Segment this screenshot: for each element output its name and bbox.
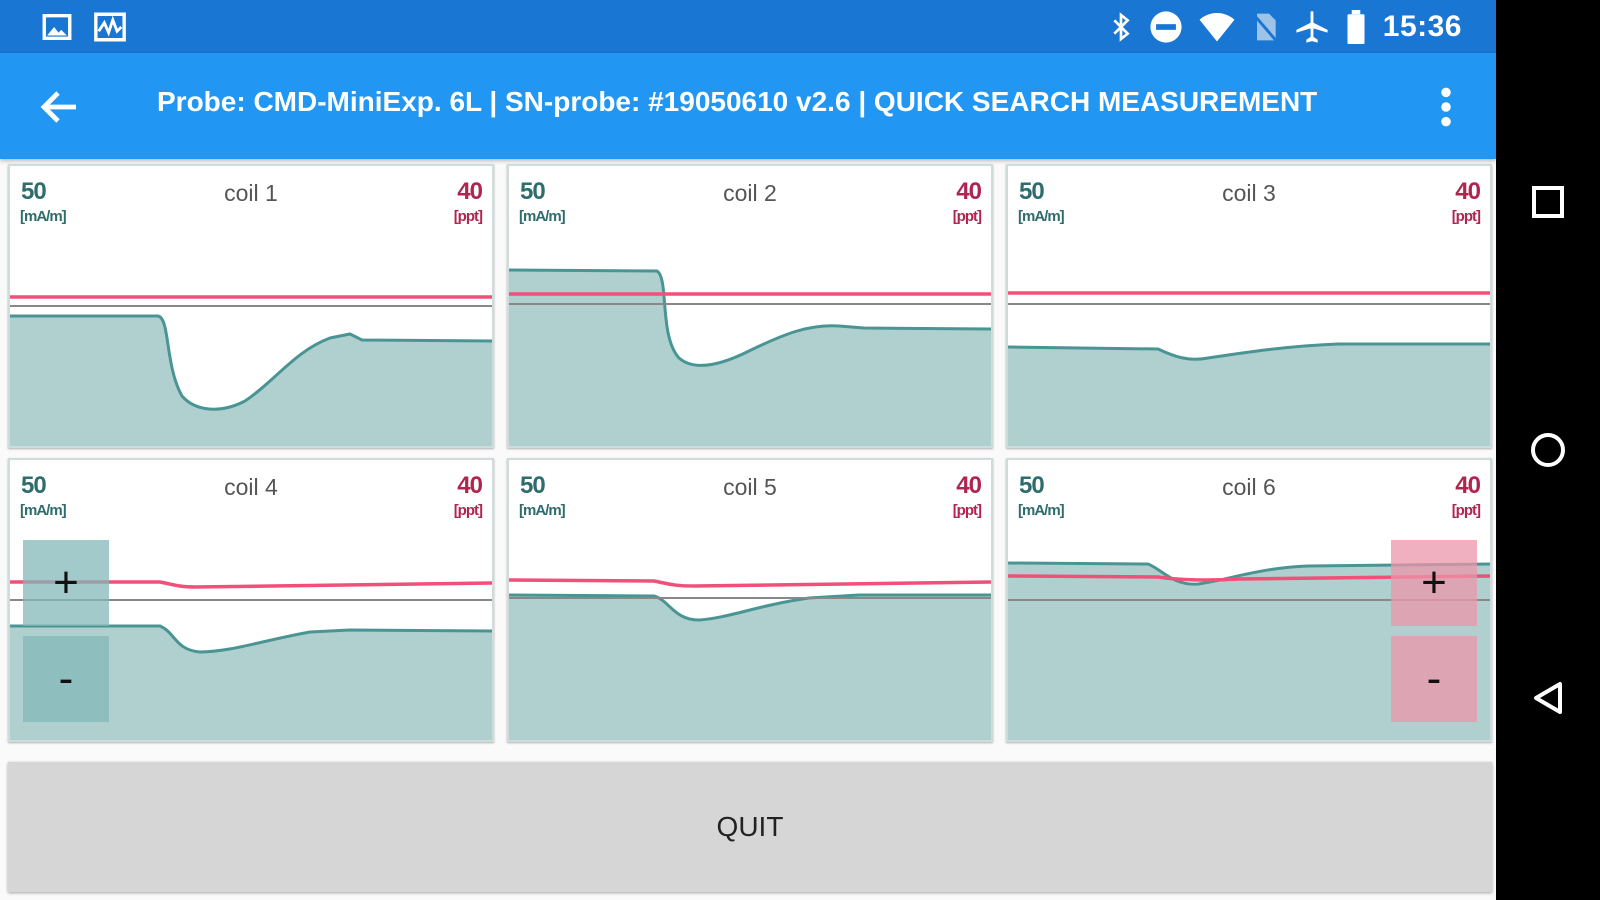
more-vert-icon[interactable]: [1436, 85, 1456, 129]
coil-4-left-scale: 50: [21, 472, 47, 499]
coil-2-right-scale: 40: [956, 178, 982, 205]
coil-6-right-unit: [ppt]: [1451, 502, 1481, 519]
coil-2-fill: [509, 270, 991, 446]
coil-panel-2: 50 [mA/m] coil 2 40 [ppt]: [507, 164, 993, 448]
coil-1-right-unit: [ppt]: [453, 208, 483, 225]
coil-panel-5: 50 [mA/m] coil 5 40 [ppt]: [507, 458, 993, 742]
coil-5-title: coil 5: [723, 474, 777, 500]
status-bar: 15:36: [0, 0, 1496, 53]
coil-2-left-scale: 50: [520, 178, 546, 205]
back-icon[interactable]: [1524, 674, 1572, 722]
page-title: Probe: CMD-MiniExp. 6L | SN-probe: #1905…: [157, 86, 1318, 117]
coil-grid: 50 [mA/m] coil 1 40 [ppt] 50 [mA/m] coil…: [8, 164, 1492, 748]
coil-2-trace: [509, 268, 991, 367]
image-icon: [42, 13, 72, 41]
coil-3-left-unit: [mA/m]: [1018, 208, 1065, 225]
coil-2-left-unit: [mA/m]: [519, 208, 566, 225]
coil-3-right-unit: [ppt]: [1451, 208, 1481, 225]
coil-4-title: coil 4: [224, 474, 278, 500]
coil-3-left-scale: 50: [1019, 178, 1045, 205]
coil-6-plot: [1008, 561, 1490, 740]
app-bar: Probe: CMD-MiniExp. 6L | SN-probe: #1905…: [0, 53, 1496, 159]
coil-2-right-unit: [ppt]: [952, 208, 982, 225]
coil-1-plot: [10, 295, 492, 446]
coil-5-plot: [509, 578, 991, 740]
quit-button[interactable]: QUIT: [8, 762, 1492, 892]
navigation-bar: [1496, 0, 1600, 900]
coil-5-fill: [509, 595, 991, 740]
coil-4-fill: [10, 626, 492, 740]
clock: 15:36: [1382, 10, 1462, 43]
coil-4-right-scale: 40: [457, 472, 483, 499]
coil-4-trace: [10, 624, 492, 654]
coil-5-right-scale: 40: [956, 472, 982, 499]
airplane-icon: [1296, 11, 1328, 43]
coil-panel-6: 50 [mA/m] coil 6 40 [ppt] + -: [1006, 458, 1492, 742]
coil-3-trace: [1008, 342, 1490, 361]
coil-4-left-unit: [mA/m]: [20, 502, 67, 519]
zoom-out-left-button[interactable]: -: [23, 636, 109, 722]
coil-4-ppt-trace: [10, 580, 492, 589]
coil-3-title: coil 3: [1222, 180, 1276, 206]
coil-panel-1: 50 [mA/m] coil 1 40 [ppt]: [8, 164, 494, 448]
coil-2-title: coil 2: [723, 180, 777, 206]
coil-3-plot: [1008, 291, 1490, 446]
coil-5-trace: [509, 593, 991, 622]
arrow-back-icon[interactable]: [36, 83, 84, 131]
coil-3-fill: [1008, 344, 1490, 446]
wifi-icon: [1199, 13, 1235, 42]
coil-1-fill: [10, 316, 492, 446]
coil-2-plot: [509, 268, 991, 446]
bluetooth-icon: [1113, 12, 1130, 42]
coil-3-right-scale: 40: [1455, 178, 1481, 205]
coil-5-left-scale: 50: [520, 472, 546, 499]
battery-icon: [1347, 10, 1365, 44]
coil-6-ppt-trace: [1008, 574, 1490, 582]
app-screen: 15:36 Probe: CMD-MiniExp. 6L | SN-probe:…: [0, 0, 1496, 900]
coil-4-plot: [10, 580, 492, 740]
coil-1-title: coil 1: [224, 180, 278, 206]
coil-5-right-unit: [ppt]: [952, 502, 982, 519]
zoom-in-right-button[interactable]: +: [1391, 540, 1477, 626]
coil-6-left-scale: 50: [1019, 472, 1045, 499]
recent-apps-icon[interactable]: [1524, 178, 1572, 226]
coil-6-right-scale: 40: [1455, 472, 1481, 499]
coil-6-left-unit: [mA/m]: [1018, 502, 1065, 519]
home-icon[interactable]: [1524, 426, 1572, 474]
coil-1-left-unit: [mA/m]: [20, 208, 67, 225]
coil-1-left-scale: 50: [21, 178, 47, 205]
activity-icon: [94, 12, 126, 42]
coil-panel-3: 50 [mA/m] coil 3 40 [ppt]: [1006, 164, 1492, 448]
coil-panel-4: 50 [mA/m] coil 4 40 [ppt] + -: [8, 458, 494, 742]
no-sim-icon: [1251, 12, 1278, 43]
coil-5-left-unit: [mA/m]: [519, 502, 566, 519]
coil-6-title: coil 6: [1222, 474, 1276, 500]
zoom-out-right-button[interactable]: -: [1391, 636, 1477, 722]
coil-1-right-scale: 40: [457, 178, 483, 205]
do-not-disturb-icon: [1150, 11, 1182, 43]
coil-6-fill: [1008, 563, 1490, 740]
zoom-in-left-button[interactable]: +: [23, 540, 109, 626]
coil-1-trace: [10, 314, 492, 411]
coil-4-right-unit: [ppt]: [453, 502, 483, 519]
coil-5-ppt-trace: [509, 578, 991, 588]
coil-6-trace: [1008, 561, 1490, 586]
